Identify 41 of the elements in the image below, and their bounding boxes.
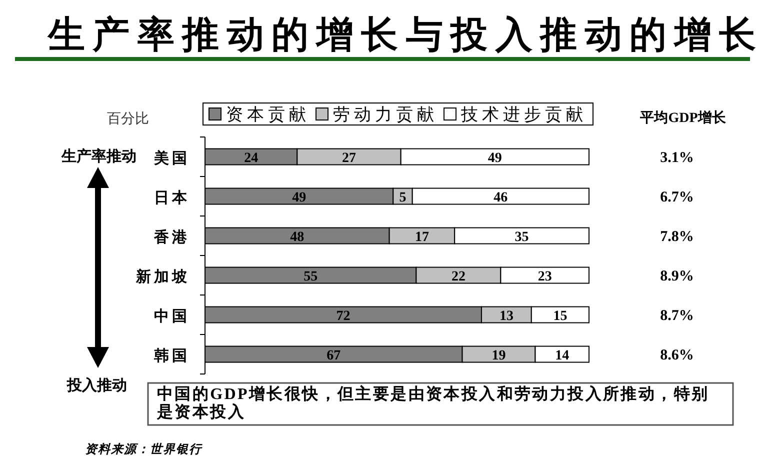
- xlabel: 百分比: [107, 110, 149, 126]
- data-label: 22: [451, 269, 466, 284]
- legend-label: 劳动力贡献: [333, 105, 438, 124]
- data-label: 17: [414, 230, 429, 245]
- data-label: 24: [244, 150, 258, 166]
- annotation: 投入推动: [67, 377, 127, 394]
- data-label: 72: [336, 308, 350, 324]
- y-tick-label: 新加坡: [135, 267, 190, 286]
- data-label: 13: [499, 308, 514, 324]
- annotation: 平均GDP增长: [640, 111, 726, 126]
- data-label: 23: [538, 269, 552, 284]
- annotation: 资料来源：世界银行: [85, 442, 202, 456]
- annotation: 8.6%: [660, 347, 694, 364]
- annotation: 3.1%: [660, 150, 694, 166]
- data-label: 19: [492, 348, 506, 364]
- data-label: 46: [494, 190, 508, 206]
- y-tick-label: 韩国: [153, 347, 190, 364]
- plot: 24 27 49 49 5 46 48 17 35 55 22 23 72 13 15 67 19 14: [204, 148, 590, 364]
- annotation: 8.9%: [660, 268, 694, 284]
- y-tick-label: 日本: [154, 189, 190, 206]
- data-label: 27: [342, 150, 356, 166]
- annotation: 8.7%: [660, 308, 694, 324]
- title: 生产率推动的增长与投入推动的增长: [48, 14, 756, 55]
- data-label: 48: [290, 230, 304, 245]
- data-label: 55: [304, 269, 318, 284]
- annotation: 7.8%: [660, 228, 694, 245]
- data-label: 49: [292, 190, 306, 206]
- annotation: 中国的GDP增长很快，但主要是由资本投入和劳动力投入所推动，特别是资本投入: [147, 382, 734, 426]
- annotation: 生产率推动: [62, 148, 136, 165]
- data-label: 49: [488, 150, 502, 166]
- data-label: 35: [514, 230, 529, 245]
- y-tick-label: 香港: [153, 228, 190, 246]
- y-tick-label: 美国: [153, 148, 190, 167]
- y-tick-label: 中国: [154, 308, 190, 325]
- legend-label: 资本贡献: [226, 105, 310, 124]
- data-label: 15: [553, 308, 568, 324]
- data-label: 5: [399, 190, 406, 206]
- legend-label: 技术进步贡献: [460, 105, 587, 124]
- data-label: 67: [326, 348, 341, 364]
- annotation: 6.7%: [660, 189, 694, 206]
- data-label: 14: [555, 348, 570, 364]
